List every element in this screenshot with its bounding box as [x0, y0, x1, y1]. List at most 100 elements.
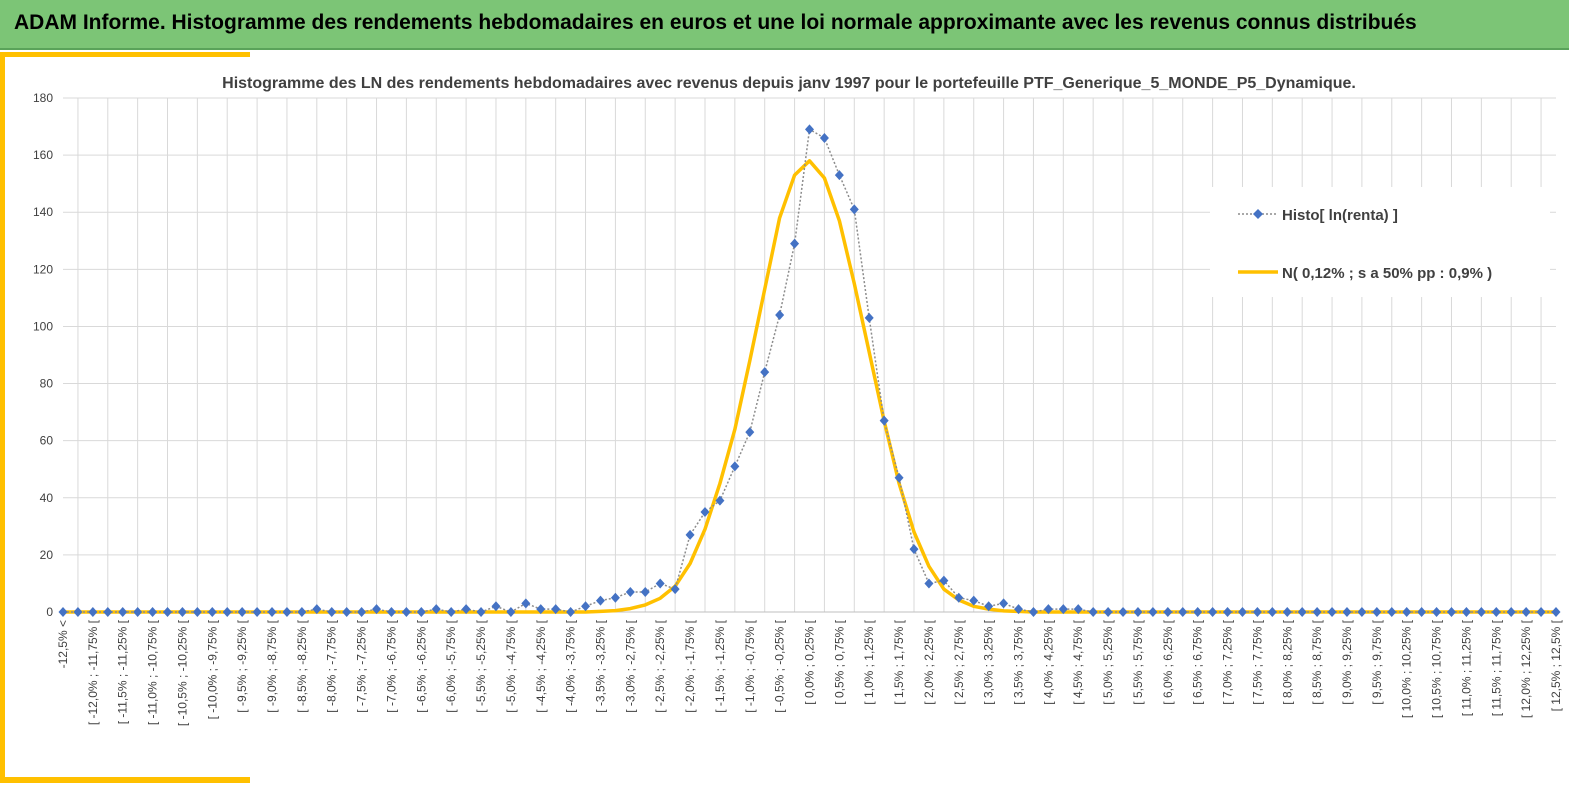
histogram-point	[1148, 607, 1158, 617]
x-tick-label: [ 9,5% ; 9,75% [	[1370, 619, 1384, 704]
legend-label-histo: Histo[ ln(renta) ]	[1282, 207, 1398, 224]
chart-frame: Histogramme des LN des rendements hebdom…	[0, 52, 1569, 783]
series-layer	[58, 124, 1561, 617]
histogram-point	[252, 607, 262, 617]
histogram-point	[327, 607, 337, 617]
y-tick-label: 180	[33, 91, 53, 105]
x-tick-label: [ 10,0% ; 10,25% [	[1400, 619, 1414, 718]
histogram-point	[342, 607, 352, 617]
histogram-point	[1163, 607, 1173, 617]
histogram-point	[551, 604, 561, 615]
x-axis: -12,5% < [ -12,0% ; -11,75% [[ -11,5% ; -…	[56, 611, 1563, 726]
histogram-point	[297, 607, 307, 617]
histogram-point	[1387, 607, 1397, 617]
histogram-point	[536, 604, 546, 615]
x-tick-label: [ -3,0% ; -2,75% [	[623, 619, 637, 712]
histogram-point	[1193, 607, 1203, 617]
histogram-point	[1058, 604, 1068, 615]
x-tick-label: [ 5,0% ; 5,25% [	[1101, 619, 1115, 704]
x-tick-label: [ -3,5% ; -3,25% [	[593, 619, 607, 712]
histogram-point	[192, 607, 202, 617]
x-tick-label: [ -9,0% ; -8,75% [	[265, 619, 279, 712]
histogram-point	[491, 601, 501, 612]
histogram-point	[372, 604, 382, 615]
x-tick-label: -12,5% <	[56, 620, 70, 668]
histogram-point	[1402, 607, 1412, 617]
y-tick-label: 120	[33, 262, 53, 276]
x-tick-label: [ 12,5% ; 12,5% [	[1549, 619, 1563, 711]
histogram-point	[685, 529, 695, 540]
histogram-point	[1028, 607, 1038, 617]
x-tick-label: [ -2,5% ; -2,25% [	[653, 619, 667, 712]
histogram-point	[775, 310, 785, 321]
x-tick-label: [ -2,0% ; -1,75% [	[683, 619, 697, 712]
histogram-point	[1432, 607, 1442, 617]
histogram-point	[506, 607, 516, 617]
histogram-point	[1073, 604, 1083, 615]
histogram-point	[969, 595, 979, 606]
histogram-point	[939, 575, 949, 586]
histogram-point	[715, 495, 725, 506]
histogram-point	[610, 592, 620, 603]
x-tick-label: [ 9,0% ; 9,25% [	[1340, 619, 1354, 704]
x-tick-label: [ 8,5% ; 8,75% [	[1310, 619, 1324, 704]
histogram-point	[267, 607, 277, 617]
x-tick-label: [ -6,5% ; -6,25% [	[414, 619, 428, 712]
histogram-point	[1327, 607, 1337, 617]
histogram-point	[177, 607, 187, 617]
x-tick-label: [ 11,0% ; 11,25% [	[1459, 619, 1473, 716]
x-tick-label: [ -10,5% ; -10,25% [	[175, 619, 189, 726]
histogram-point	[58, 607, 68, 617]
histogram-point	[566, 607, 576, 617]
x-tick-label: [ 2,5% ; 2,75% [	[952, 619, 966, 704]
y-tick-label: 20	[40, 548, 54, 562]
histogram-point	[670, 584, 680, 595]
y-tick-label: 100	[33, 319, 53, 333]
histogram-point	[1043, 604, 1053, 615]
x-tick-label: [ 6,5% ; 6,75% [	[1191, 619, 1205, 704]
x-tick-label: [ -8,0% ; -7,75% [	[325, 619, 339, 712]
x-tick-label: [ -5,0% ; -4,75% [	[504, 619, 518, 712]
histogram-point	[864, 312, 874, 323]
histogram-point	[894, 472, 904, 483]
histogram-point	[1014, 604, 1024, 615]
histogram-point	[924, 578, 934, 589]
histogram-point	[1312, 607, 1322, 617]
histogram-point	[700, 507, 710, 518]
accent-bar-bottom	[0, 777, 250, 783]
histogram-point	[1118, 607, 1128, 617]
histogram-point	[1237, 607, 1247, 617]
histogram-point	[1506, 607, 1516, 617]
x-tick-label: [ -1,0% ; -0,75% [	[743, 619, 757, 712]
histogram-point	[1476, 607, 1486, 617]
legend-swatch-histo-marker	[1253, 209, 1263, 219]
x-tick-label: [ 4,5% ; 4,75% [	[1071, 619, 1085, 704]
legend: Histo[ ln(renta) ] N( 0,12% ; s a 50% pp…	[1210, 187, 1550, 297]
histogram-point	[790, 238, 800, 249]
histogram-point	[163, 607, 173, 617]
histogram-point	[1357, 607, 1367, 617]
x-tick-label: [ -8,5% ; -8,25% [	[295, 619, 309, 712]
histogram-point	[730, 461, 740, 472]
histogram-point	[819, 132, 829, 143]
legend-box	[1210, 187, 1550, 297]
histogram-point	[625, 587, 635, 598]
histogram-point	[595, 595, 605, 606]
histogram-point	[386, 607, 396, 617]
histogram-point	[640, 587, 650, 598]
histogram-point	[401, 607, 411, 617]
x-tick-label: [ 2,0% ; 2,25% [	[922, 619, 936, 704]
histogram-point	[446, 607, 456, 617]
y-tick-label: 160	[33, 148, 53, 162]
histogram-point	[88, 607, 98, 617]
histogram-point	[760, 367, 770, 378]
x-tick-label: [ 3,5% ; 3,75% [	[1012, 619, 1026, 704]
gridlines	[63, 97, 1556, 613]
histogram-point	[282, 607, 292, 617]
histogram-point	[805, 124, 814, 135]
x-tick-label: [ -4,0% ; -3,75% [	[564, 619, 578, 712]
x-tick-label: [ -7,5% ; -7,25% [	[355, 619, 369, 712]
histogram-point	[834, 170, 844, 181]
x-tick-label: [ 6,0% ; 6,25% [	[1161, 619, 1175, 704]
histogram-point	[849, 204, 859, 215]
